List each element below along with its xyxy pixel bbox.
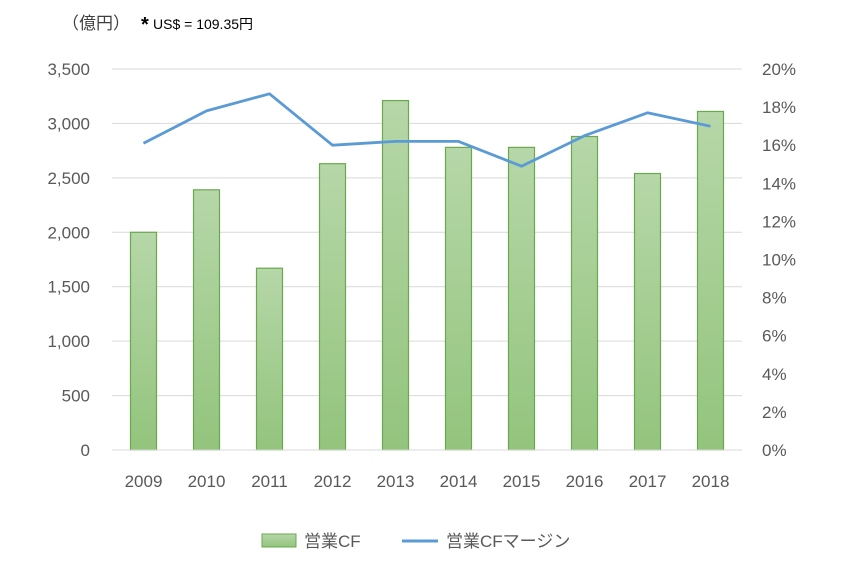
right-tick-label: 20%: [762, 60, 796, 79]
left-tick-label: 0: [81, 441, 90, 460]
right-tick-label: 14%: [762, 174, 796, 193]
bar: [192, 189, 221, 451]
x-tick-label: 2009: [125, 472, 163, 491]
left-tick-label: 3,000: [47, 114, 90, 133]
bar: [696, 110, 725, 451]
bar: [129, 231, 158, 451]
bar: [381, 99, 410, 451]
right-axis: 0% 2% 4% 6% 8% 10% 12% 14% 16% 18% 20%: [762, 60, 796, 460]
right-tick-label: 16%: [762, 136, 796, 155]
bar: [318, 163, 347, 451]
left-tick-label: 2,000: [47, 223, 90, 242]
x-tick-label: 2015: [503, 472, 541, 491]
bar: [507, 146, 536, 451]
right-tick-label: 4%: [762, 365, 787, 384]
right-tick-label: 2%: [762, 403, 787, 422]
right-tick-label: 18%: [762, 98, 796, 117]
left-axis: 0 500 1,000 1,500 2,000 2,500 3,000 3,500: [47, 60, 90, 460]
unit-label: （億円）: [62, 14, 130, 33]
x-tick-label: 2014: [440, 472, 478, 491]
bar: [570, 135, 599, 451]
margin-line: [142, 92, 711, 168]
line-series: [142, 92, 711, 168]
x-tick-label: 2013: [377, 472, 415, 491]
legend-bar-swatch: [261, 533, 297, 548]
left-tick-label: 3,500: [47, 60, 90, 79]
left-tick-label: 500: [62, 387, 90, 406]
bar: [255, 267, 284, 451]
x-tick-label: 2011: [251, 472, 288, 491]
legend: 営業CF 営業CFマージン: [261, 532, 570, 551]
right-tick-label: 10%: [762, 251, 796, 270]
x-tick-label: 2010: [188, 472, 226, 491]
x-tick-label: 2012: [314, 472, 352, 491]
right-tick-label: 8%: [762, 289, 787, 308]
legend-line-label: 営業CFマージン: [446, 532, 570, 551]
note-star: *: [141, 14, 149, 36]
bar-series: [129, 99, 725, 451]
x-tick-label: 2016: [566, 472, 604, 491]
right-tick-label: 6%: [762, 327, 787, 346]
note-text: US$ = 109.35円: [153, 16, 253, 32]
x-axis: 2009 2010 2011 2012 2013 2014 2015 2016 2017 2018: [112, 449, 742, 491]
bar: [444, 146, 473, 451]
bar: [633, 172, 662, 451]
x-tick-label: 2017: [629, 472, 667, 491]
legend-bar-label: 営業CF: [304, 532, 361, 551]
x-tick-label: 2018: [692, 472, 730, 491]
left-tick-label: 1,000: [47, 332, 90, 351]
left-tick-label: 1,500: [47, 278, 90, 297]
left-tick-label: 2,500: [47, 169, 90, 188]
right-tick-label: 12%: [762, 212, 796, 231]
right-tick-label: 0%: [762, 441, 787, 460]
